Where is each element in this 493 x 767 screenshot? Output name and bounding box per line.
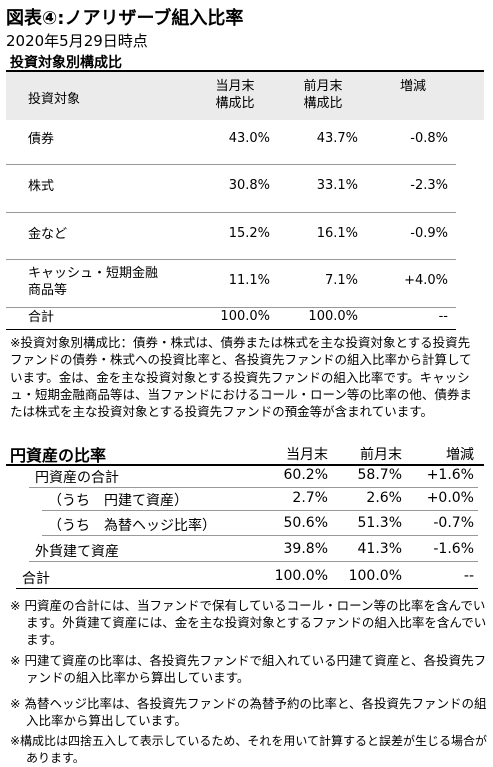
- cell: 11.1%: [228, 273, 270, 288]
- cell: -1.6%: [433, 541, 474, 557]
- row-line: [42, 510, 478, 511]
- cell: 43.7%: [316, 131, 358, 146]
- column-header: 前月末 構成比: [303, 79, 343, 111]
- row-label: キャッシュ・短期金融 商品等: [28, 266, 159, 298]
- cell: +4.0%: [404, 273, 448, 288]
- row-label: 株式: [28, 179, 55, 194]
- cell: 2.7%: [292, 490, 328, 506]
- row-label: （うち 為替ヘッジ比率）: [48, 518, 216, 534]
- cell: -0.8%: [410, 131, 448, 146]
- footnote: ※構成比は四捨五入して表示しているため、それを用いて計算すると誤差が生じる場合が…: [10, 734, 487, 765]
- row-line: [6, 329, 456, 330]
- cell: 2.6%: [366, 490, 402, 506]
- row-line: [6, 307, 456, 308]
- column-header: 当月末 構成比: [215, 79, 255, 111]
- row-line: [6, 212, 456, 213]
- cell: 15.2%: [228, 226, 270, 241]
- column-header: 投資対象: [28, 92, 81, 107]
- cell: +1.6%: [426, 467, 474, 483]
- row-label: 外貨建て資産: [35, 544, 119, 560]
- cell: 58.7%: [357, 467, 402, 483]
- row-line: [16, 588, 478, 589]
- cell: --: [463, 568, 474, 584]
- row-line: [42, 535, 478, 536]
- column-header: 増減: [446, 447, 474, 463]
- cell: -0.9%: [410, 226, 448, 241]
- cell: 30.8%: [228, 178, 270, 193]
- cell: 43.0%: [228, 131, 270, 146]
- cell: 100.0%: [348, 568, 402, 584]
- section-title: 投資対象別構成比: [10, 55, 122, 71]
- date: 2020年5月29日時点: [6, 32, 148, 50]
- cell: --: [438, 309, 448, 324]
- cell: 100.0%: [308, 309, 358, 324]
- row-line: [6, 164, 456, 165]
- rule: [6, 70, 484, 72]
- cell: 100.0%: [274, 568, 328, 584]
- row-label: 合計: [22, 571, 50, 587]
- cell: 39.8%: [283, 541, 328, 557]
- cell: 16.1%: [316, 226, 358, 241]
- section-title: 円資産の比率: [10, 446, 107, 465]
- cell: +0.0%: [426, 490, 474, 506]
- cell: 51.3%: [357, 515, 402, 531]
- row-label: 円資産の合計: [35, 470, 119, 486]
- footnote: ※ 円建て資産の比率は、各投資先ファンドで組入れている円建て資産と、各投資先ファ…: [10, 653, 487, 685]
- header-band: [6, 72, 484, 120]
- row-line: [6, 259, 456, 260]
- row-label: （うち 円建て資産）: [48, 493, 188, 509]
- row-label: 合計: [28, 310, 55, 325]
- column-header: 増減: [399, 79, 426, 94]
- cell: 33.1%: [316, 178, 358, 193]
- cell: -0.7%: [433, 515, 474, 531]
- cell: 100.0%: [220, 309, 270, 324]
- cell: 50.6%: [283, 515, 328, 531]
- row-label: 金など: [28, 227, 68, 242]
- column-header: 当月末: [286, 447, 328, 463]
- footnote: ※ 為替ヘッジ比率は、各投資先ファンドの為替予約の比率と、各投資先ファンドの組入…: [10, 696, 487, 728]
- note: ※投資対象別構成比：債券・株式は、債券または株式を主な投資対象とする投資先ファン…: [10, 335, 472, 420]
- rule: [6, 464, 484, 466]
- row-label: 債券: [28, 132, 55, 147]
- row-line: [29, 561, 478, 562]
- title: 図表④:ノアリザーブ組入比率: [6, 8, 244, 29]
- row-line: [29, 487, 478, 488]
- footnote: ※ 円資産の合計には、当ファンドで保有しているコール・ローン等の比率を含んでいま…: [10, 598, 487, 647]
- column-header: 前月末: [360, 447, 402, 463]
- cell: 60.2%: [283, 467, 328, 483]
- cell: 7.1%: [324, 273, 358, 288]
- cell: -2.3%: [410, 178, 448, 193]
- cell: 41.3%: [357, 541, 402, 557]
